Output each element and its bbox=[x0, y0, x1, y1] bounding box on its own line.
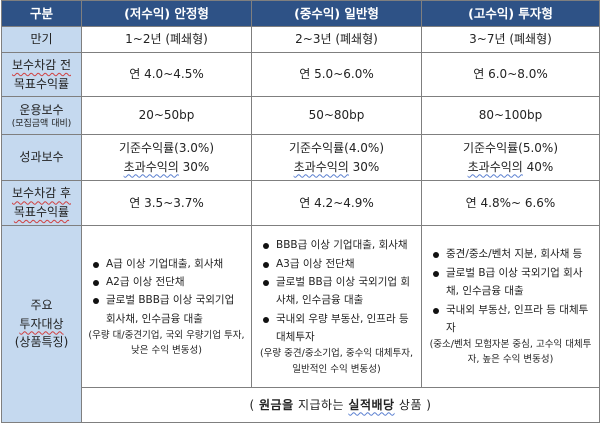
performance-fee-stable: 기준수익률(3.0%) 초과수익의 30% bbox=[81, 134, 252, 181]
investments-general-list: BBB급 이상 기업대출, 회사채 A3급 이상 전단채 글로벌 BB급 이상 … bbox=[252, 236, 421, 346]
header-category: 구분 bbox=[1, 0, 82, 27]
performance-fee-label: 성과보수 bbox=[1, 134, 82, 181]
performance-fee-general: 기준수익률(4.0%) 초과수익의 30% bbox=[251, 134, 422, 181]
perf-base-rate: 기준수익률(5.0%) bbox=[462, 140, 559, 155]
list-item: A2급 이상 전단채 bbox=[90, 273, 245, 291]
performance-fee-row: 성과보수 기준수익률(3.0%) 초과수익의 30% 기준수익률(4.0%) 초… bbox=[1, 134, 600, 181]
footer-note: ( 원금을 지급하는 실적배당 상품 ) bbox=[81, 387, 600, 423]
perf-excess-label: 초과수익의 bbox=[293, 159, 349, 174]
list-item: BBB급 이상 기업대출, 회사채 bbox=[260, 236, 415, 254]
list-item: 국내외 우량 부동산, 인프라 등 대체투자 bbox=[260, 310, 415, 347]
footer-row: ( 원금을 지급하는 실적배당 상품 ) bbox=[2, 387, 600, 423]
perf-excess-label: 초과수익의 bbox=[123, 159, 179, 174]
management-fee-label: 운용보수 (모집금액 대비) bbox=[1, 96, 82, 135]
investments-label: 주요 투자대상 (상품특징) bbox=[1, 225, 82, 423]
maturity-investment: 3~7년 (폐쇄형) bbox=[421, 26, 600, 53]
investments-label-line1: 주요 bbox=[30, 298, 53, 313]
perf-excess-label: 초과수익의 bbox=[467, 159, 523, 174]
investments-investment-note: (중소/벤처 모험자본 중심, 고수익 대체투자, 높은 수익 변동성) bbox=[429, 339, 592, 366]
investments-label-line3: (상품특징) bbox=[14, 335, 69, 350]
target-before-row: 보수차감 전 목표수익률 연 4.0~4.5% 연 5.0~6.0% 연 6.0… bbox=[1, 52, 600, 97]
list-item: A급 이상 기업대출, 회사채 bbox=[90, 255, 245, 273]
target-after-row: 보수차감 후 목표수익률 연 3.5~3.7% 연 4.2~4.9% 연 4.8… bbox=[1, 180, 600, 226]
list-item: 글로벌 BBB급 이상 국외기업 회사채, 인수금융 대출 bbox=[90, 291, 245, 328]
perf-excess-pct: 30% bbox=[348, 159, 380, 174]
list-item: 글로벌 BB급 이상 국외기업 회사채, 인수금융 대출 bbox=[260, 273, 415, 310]
management-fee-row: 운용보수 (모집금액 대비) 20~50bp 50~80bp 80~100bp bbox=[1, 96, 600, 135]
management-fee-stable: 20~50bp bbox=[81, 96, 252, 135]
list-item: 국내외 부동산, 인프라 등 대체투자 bbox=[430, 301, 593, 338]
target-before-general: 연 5.0~6.0% bbox=[251, 52, 422, 97]
target-before-investment: 연 6.0~8.0% bbox=[421, 52, 600, 97]
maturity-stable: 1~2년 (폐쇄형) bbox=[81, 26, 252, 53]
management-fee-sublabel: (모집금액 대비) bbox=[11, 119, 72, 130]
target-after-general: 연 4.2~4.9% bbox=[251, 180, 422, 226]
maturity-label: 만기 bbox=[1, 26, 82, 53]
target-after-label: 보수차감 후 목표수익률 bbox=[1, 180, 82, 226]
perf-excess-pct: 40% bbox=[522, 159, 554, 174]
target-after-label-line1: 보수차감 후 bbox=[11, 186, 71, 201]
target-before-label-line1: 보수차감 전 bbox=[11, 57, 71, 72]
management-fee-investment: 80~100bp bbox=[421, 96, 600, 135]
header-investment: (고수익) 투자형 bbox=[421, 0, 600, 27]
investments-stable-note: (우량 대/중견기업, 국외 우량기업 투자, 낮은 수익 변동성) bbox=[88, 330, 245, 357]
header-general: (중수익) 일반형 bbox=[251, 0, 422, 27]
investments-stable: A급 이상 기업대출, 회사채 A2급 이상 전단채 글로벌 BBB급 이상 국… bbox=[81, 225, 252, 388]
footer-end: 상품 ) bbox=[394, 397, 432, 412]
footer-open: ( bbox=[249, 397, 259, 412]
target-after-investment: 연 4.8%~ 6.6% bbox=[421, 180, 600, 226]
list-item: A3급 이상 전단채 bbox=[260, 255, 415, 273]
footer-bold-principal: 원금을 bbox=[259, 397, 294, 412]
list-item: 글로벌 B급 이상 국외기업 회사채, 인수금융 대출 bbox=[430, 264, 593, 301]
target-before-stable: 연 4.0~4.5% bbox=[81, 52, 252, 97]
perf-excess-pct: 30% bbox=[178, 159, 210, 174]
investments-stable-list: A급 이상 기업대출, 회사채 A2급 이상 전단채 글로벌 BBB급 이상 국… bbox=[82, 255, 251, 329]
investments-investment: 중견/중소/벤처 지분, 회사채 등 글로벌 B급 이상 국외기업 회사채, 인… bbox=[421, 225, 600, 388]
investments-row: 주요 투자대상 (상품특징) A급 이상 기업대출, 회사채 A2급 이상 전단… bbox=[1, 225, 600, 423]
header-row: 구분 (저수익) 안정형 (중수익) 일반형 (고수익) 투자형 bbox=[1, 0, 600, 27]
performance-fee-investment: 기준수익률(5.0%) 초과수익의 40% bbox=[421, 134, 600, 181]
investments-general: BBB급 이상 기업대출, 회사채 A3급 이상 전단채 글로벌 BB급 이상 … bbox=[251, 225, 422, 388]
investments-general-note: (우량 중견/중소기업, 중수익 대체투자, 일반적인 수익 변동성) bbox=[259, 348, 414, 375]
perf-base-rate: 기준수익률(3.0%) bbox=[118, 140, 215, 155]
maturity-row: 만기 1~2년 (폐쇄형) 2~3년 (폐쇄형) 3~7년 (폐쇄형) bbox=[1, 26, 600, 53]
investments-investment-list: 중견/중소/벤처 지분, 회사채 등 글로벌 B급 이상 국외기업 회사채, 인… bbox=[422, 245, 599, 337]
target-after-stable: 연 3.5~3.7% bbox=[81, 180, 252, 226]
target-before-label-line2: 목표수익률 bbox=[13, 76, 70, 91]
footer-mid: 지급하는 bbox=[293, 397, 349, 412]
maturity-general: 2~3년 (폐쇄형) bbox=[251, 26, 422, 53]
management-fee-label-main: 운용보수 bbox=[19, 102, 64, 117]
management-fee-general: 50~80bp bbox=[251, 96, 422, 135]
target-before-label: 보수차감 전 목표수익률 bbox=[1, 52, 82, 97]
investments-label-line2: 투자대상 bbox=[19, 316, 64, 331]
target-after-label-line2: 목표수익률 bbox=[13, 205, 70, 219]
footer-bold-performance: 실적배당 bbox=[348, 397, 395, 412]
list-item: 중견/중소/벤처 지분, 회사채 등 bbox=[430, 245, 593, 263]
header-stable: (저수익) 안정형 bbox=[81, 0, 252, 27]
perf-base-rate: 기준수익률(4.0%) bbox=[288, 140, 385, 155]
